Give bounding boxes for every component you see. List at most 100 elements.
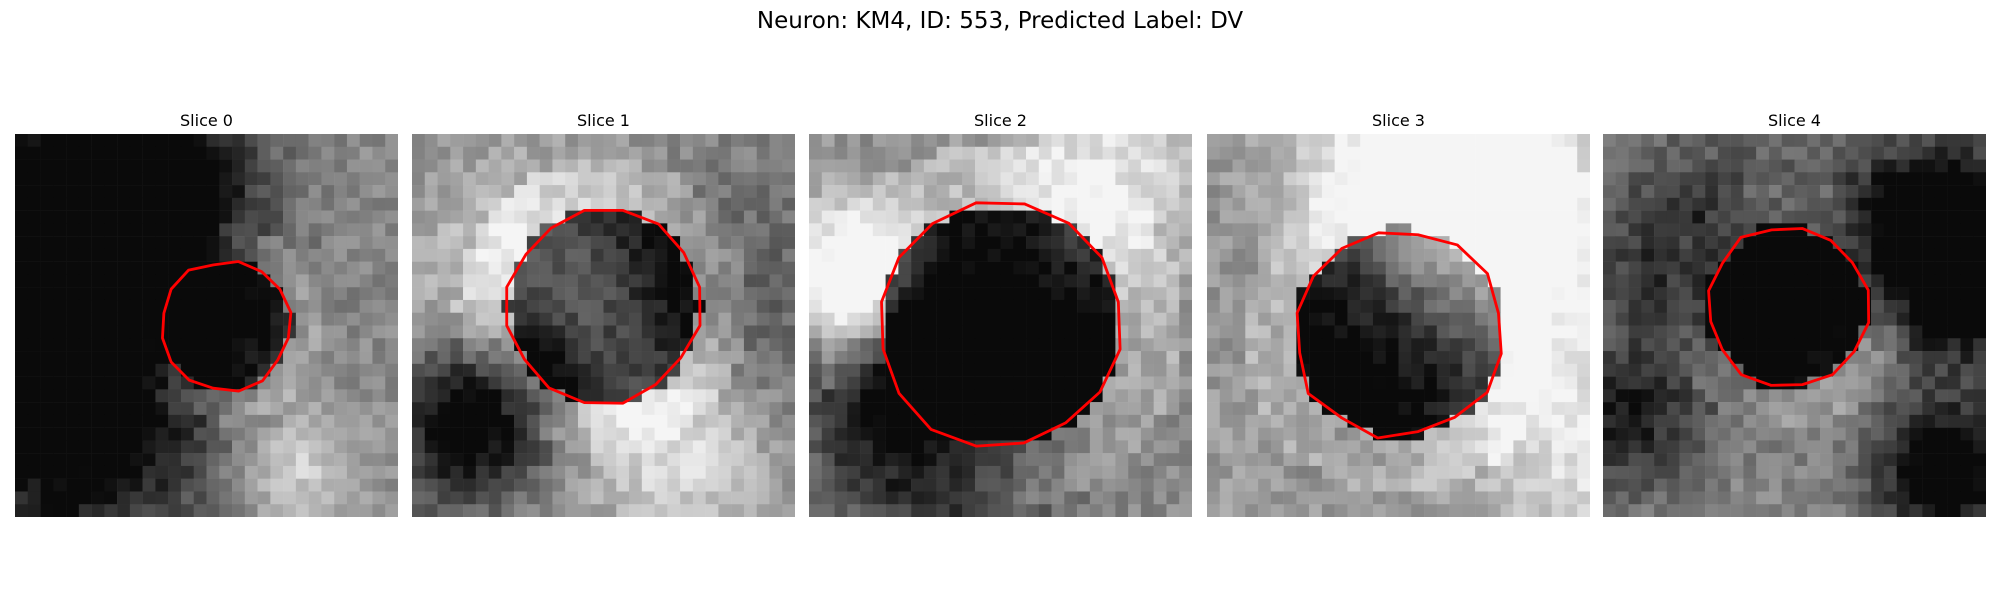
pixel — [1128, 210, 1142, 224]
pixel — [809, 197, 823, 211]
pixel — [1551, 402, 1565, 416]
pixel — [424, 491, 438, 505]
pixel — [155, 210, 169, 224]
pixel — [1475, 287, 1489, 301]
pixel — [1115, 287, 1129, 301]
pixel — [743, 427, 757, 441]
pixel — [923, 261, 937, 275]
pixel — [424, 440, 438, 454]
pixel — [1436, 287, 1450, 301]
pixel — [1717, 427, 1731, 441]
pixel — [1603, 287, 1617, 301]
pixel — [1845, 274, 1859, 288]
pixel — [821, 261, 835, 275]
pixel — [1077, 299, 1091, 313]
pixel — [1064, 465, 1078, 479]
pixel — [283, 185, 297, 199]
pixel — [1807, 210, 1821, 224]
pixel — [1743, 478, 1757, 492]
pixel — [257, 172, 271, 186]
pixel — [718, 172, 732, 186]
pixel — [1360, 478, 1374, 492]
pixel — [40, 172, 54, 186]
pixel — [680, 223, 694, 237]
pixel — [346, 351, 360, 365]
pixel — [385, 287, 398, 301]
pixel — [1296, 223, 1310, 237]
pixel — [1692, 197, 1706, 211]
pixel — [372, 351, 386, 365]
pixel — [40, 504, 54, 517]
pixel — [1845, 389, 1859, 403]
pixel — [1487, 478, 1501, 492]
pixel — [129, 389, 143, 403]
pixel — [1334, 465, 1348, 479]
pixel — [949, 363, 963, 377]
pixel — [142, 312, 156, 326]
pixel — [40, 376, 54, 390]
pixel — [1398, 185, 1412, 199]
pixel — [1730, 312, 1744, 326]
pixel — [359, 478, 373, 492]
pixel — [1334, 453, 1348, 467]
pixel — [1679, 414, 1693, 428]
pixel — [1628, 312, 1642, 326]
pixel — [680, 185, 694, 199]
pixel — [847, 223, 861, 237]
pixel — [1960, 146, 1974, 160]
pixel — [1398, 376, 1412, 390]
pixel — [1883, 414, 1897, 428]
pixel — [1179, 172, 1192, 186]
pixel — [1526, 248, 1540, 262]
pixel — [1153, 363, 1167, 377]
pixel — [463, 325, 477, 339]
pixel — [257, 376, 271, 390]
pixel — [1089, 363, 1103, 377]
pixel — [1794, 197, 1808, 211]
pixel — [244, 312, 258, 326]
pixel — [1756, 299, 1770, 313]
pixel — [1679, 504, 1693, 517]
pixel — [1258, 185, 1272, 199]
pixel — [1179, 504, 1192, 517]
pixel — [1526, 504, 1540, 517]
pixel — [782, 325, 795, 339]
pixel — [1871, 465, 1885, 479]
pixel — [936, 299, 950, 313]
pixel — [821, 287, 835, 301]
pixel — [1960, 299, 1974, 313]
pixel — [372, 376, 386, 390]
pixel — [718, 478, 732, 492]
pixel — [987, 338, 1001, 352]
pixel — [1360, 402, 1374, 416]
pixel — [782, 389, 795, 403]
pixel — [1385, 453, 1399, 467]
pixel — [1077, 312, 1091, 326]
pixel — [1372, 402, 1386, 416]
pixel — [603, 325, 617, 339]
pixel — [1513, 210, 1527, 224]
pixel — [1973, 440, 1986, 454]
pixel — [1603, 185, 1617, 199]
pixel — [834, 223, 848, 237]
pixel — [1102, 338, 1116, 352]
pixel — [590, 338, 604, 352]
pixel — [1051, 261, 1065, 275]
pixel — [1538, 185, 1552, 199]
pixel — [412, 453, 426, 467]
pixel — [1245, 351, 1259, 365]
pixel — [180, 287, 194, 301]
pixel — [680, 287, 694, 301]
pixel — [244, 172, 258, 186]
pixel — [91, 248, 105, 262]
pixel — [1372, 376, 1386, 390]
pixel — [66, 172, 80, 186]
pixel — [372, 363, 386, 377]
pixel — [1166, 312, 1180, 326]
pixel — [834, 363, 848, 377]
pixel — [308, 338, 322, 352]
pixel — [1973, 248, 1986, 262]
pixel — [321, 299, 335, 313]
pixel — [244, 453, 258, 467]
pixel — [756, 491, 770, 505]
